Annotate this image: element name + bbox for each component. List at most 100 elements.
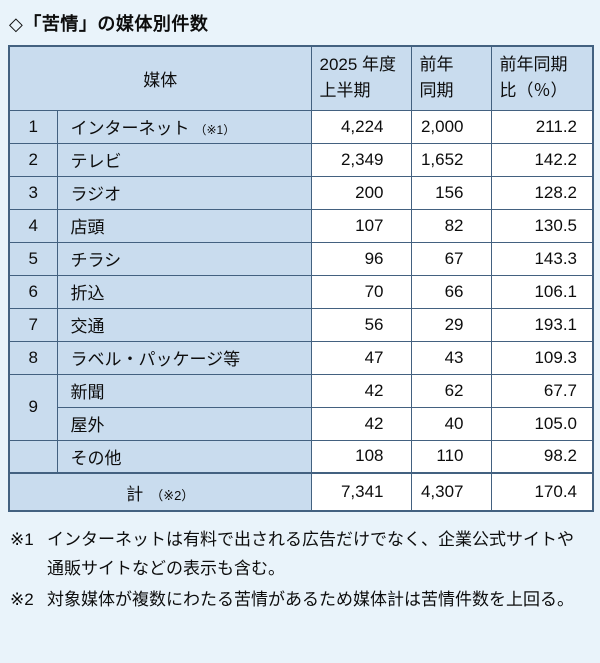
- header-ratio-line2: 比（％）: [499, 81, 568, 101]
- ratio-cell: 211.2: [490, 109, 594, 144]
- table-row-outdoor: 屋外 42 40 105.0: [9, 406, 594, 441]
- header-2025-first-half: 2025 年度 上半期: [310, 45, 412, 111]
- media-cell: ラベル・パッケージ等: [56, 340, 312, 375]
- media-cell: 店頭: [56, 208, 312, 243]
- footnote-1-marker: ※1: [10, 530, 34, 549]
- media-name: 交通: [70, 317, 105, 336]
- media-cell: インターネット （※1）: [56, 109, 312, 144]
- table-row-radio: 3 ラジオ 200 156 128.2: [8, 175, 594, 210]
- total-ratio-cell: 170.4: [490, 472, 594, 512]
- media-cell: 交通: [56, 307, 312, 342]
- media-cell: 新聞: [56, 373, 312, 408]
- table-row-other: その他 108 110 98.2: [8, 439, 594, 474]
- complaints-by-media-table: 媒体 2025 年度 上半期 前年 同期 前年同期 比（％） 1 インターネット…: [8, 45, 594, 512]
- rank-cell: 1: [8, 109, 58, 144]
- rank-cell: 3: [8, 175, 58, 210]
- media-name: チラシ: [70, 251, 122, 270]
- value-2025-cell: 42: [310, 406, 412, 441]
- value-2025-cell: 70: [310, 274, 412, 309]
- header-2025-line2: 上半期: [319, 81, 371, 101]
- table-header-row: 媒体 2025 年度 上半期 前年 同期 前年同期 比（％）: [8, 45, 594, 111]
- ratio-cell: 106.1: [490, 274, 594, 309]
- footnote-1-text: インターネットは有料で出される広告だけでなく、企業公式サイトや通販サイトなどの表…: [47, 530, 574, 579]
- media-name: テレビ: [70, 152, 122, 171]
- media-name: ラジオ: [70, 185, 122, 204]
- total-prev-cell: 4,307: [410, 472, 492, 512]
- table-row-label-package: 8 ラベル・パッケージ等 47 43 109.3: [8, 340, 594, 375]
- media-name: 屋外: [70, 416, 105, 435]
- header-media: 媒体: [8, 45, 312, 111]
- value-prev-cell: 156: [410, 175, 492, 210]
- header-yoy-ratio: 前年同期 比（％）: [490, 45, 594, 111]
- media-cell: 折込: [56, 274, 312, 309]
- table-row-flyer: 5 チラシ 96 67 143.3: [8, 241, 594, 276]
- value-2025-cell: 56: [310, 307, 412, 342]
- value-2025-cell: 47: [310, 340, 412, 375]
- value-2025-cell: 4,224: [310, 109, 412, 144]
- header-ratio-line1: 前年同期: [499, 54, 568, 74]
- value-2025-cell: 42: [310, 373, 412, 408]
- table-row-insert: 6 折込 70 66 106.1: [8, 274, 594, 309]
- table-row-tv: 2 テレビ 2,349 1,652 142.2: [8, 142, 594, 177]
- value-prev-cell: 2,000: [410, 109, 492, 144]
- rank-cell: 5: [8, 241, 58, 276]
- ratio-cell: 109.3: [490, 340, 594, 375]
- media-name: インターネット: [70, 119, 190, 138]
- header-prev-line2: 同期: [419, 81, 454, 101]
- total-label: 計: [126, 484, 144, 504]
- rank-cell: 7: [8, 307, 58, 342]
- table-row-newspaper: 9 新聞 42 62 67.7: [8, 373, 594, 441]
- header-prev-year: 前年 同期: [410, 45, 492, 111]
- total-row: 計 （※2） 7,341 4,307 170.4: [8, 472, 594, 512]
- media-cell: テレビ: [56, 142, 312, 177]
- total-note: （※2）: [150, 487, 195, 503]
- rank-cell: 8: [8, 340, 58, 375]
- media-name: 新聞: [70, 383, 105, 402]
- value-prev-cell: 29: [410, 307, 492, 342]
- table-row-storefront: 4 店頭 107 82 130.5: [8, 208, 594, 243]
- media-cell: チラシ: [56, 241, 312, 276]
- value-prev-cell: 66: [410, 274, 492, 309]
- media-cell: 屋外: [56, 406, 312, 441]
- total-label-cell: 計 （※2）: [8, 472, 312, 512]
- value-prev-cell: 67: [410, 241, 492, 276]
- media-cell: ラジオ: [56, 175, 312, 210]
- header-2025-line1: 2025 年度: [319, 54, 397, 74]
- ratio-cell: 143.3: [490, 241, 594, 276]
- value-2025-cell: 96: [310, 241, 412, 276]
- value-2025-cell: 2,349: [310, 142, 412, 177]
- ratio-cell: 130.5: [490, 208, 594, 243]
- table-row-transit: 7 交通 56 29 193.1: [8, 307, 594, 342]
- value-2025-cell: 107: [310, 208, 412, 243]
- media-name: その他: [70, 448, 122, 468]
- footnote-2-marker: ※2: [10, 590, 34, 610]
- value-prev-cell: 43: [410, 340, 492, 375]
- page-title: ◇「苦情」の媒体別件数: [9, 14, 209, 34]
- footnote-2: ※2 対象媒体が複数にわたる苦情があるため媒体計は苦情件数を上回る。: [10, 585, 590, 614]
- ratio-cell: 67.7: [490, 373, 594, 408]
- header-prev-line1: 前年: [419, 54, 454, 74]
- value-prev-cell: 1,652: [410, 142, 492, 177]
- value-prev-cell: 110: [410, 439, 492, 474]
- footnote-1: ※1 インターネットは有料で出される広告だけでなく、企業公式サイトや通販サイトな…: [10, 525, 590, 583]
- ratio-cell: 142.2: [490, 142, 594, 177]
- media-note: （※1）: [194, 123, 236, 137]
- ratio-cell: 98.2: [490, 439, 594, 474]
- ratio-cell: 128.2: [490, 175, 594, 210]
- ratio-cell: 105.0: [490, 406, 594, 441]
- media-name: ラベル・パッケージ等: [70, 350, 241, 369]
- rank-cell: 6: [8, 274, 58, 309]
- media-name: 店頭: [70, 218, 105, 237]
- media-name: 折込: [70, 284, 105, 303]
- value-2025-cell: 108: [310, 439, 412, 474]
- total-2025-cell: 7,341: [310, 472, 412, 512]
- rank-cell: 9: [8, 373, 58, 441]
- table-row-internet: 1 インターネット （※1） 4,224 2,000 211.2: [8, 109, 594, 144]
- rank-cell: [8, 439, 58, 474]
- value-2025-cell: 200: [310, 175, 412, 210]
- footnotes: ※1 インターネットは有料で出される広告だけでなく、企業公式サイトや通販サイトな…: [8, 525, 592, 615]
- footnote-2-text: 対象媒体が複数にわたる苦情があるため媒体計は苦情件数を上回る。: [47, 590, 574, 610]
- ratio-cell: 193.1: [490, 307, 594, 342]
- value-prev-cell: 40: [410, 406, 492, 441]
